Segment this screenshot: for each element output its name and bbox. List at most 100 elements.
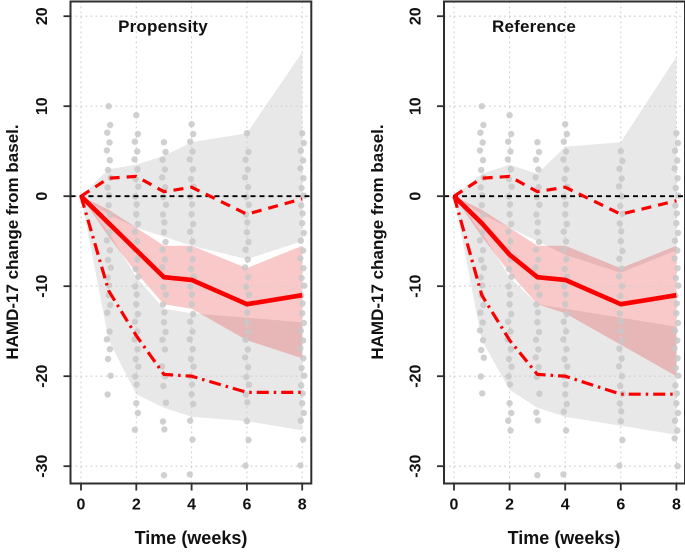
observation-dot [299,310,306,317]
observation-dot [508,220,515,228]
upper-gray-band [454,56,677,273]
observation-dot [506,112,513,119]
observation-dot [619,157,626,165]
observation-dot [244,274,252,281]
observation-dot [186,156,193,163]
observation-dot [297,165,304,172]
observation-dot [563,310,570,318]
observation-dot [104,355,112,363]
observation-dot [159,336,166,343]
observation-dot [106,229,113,236]
observation-dot [617,148,624,155]
observation-dot [160,382,167,390]
lower-limit-line [79,195,303,394]
observation-dot [534,229,541,236]
observation-dot [534,417,541,424]
observation-dot [618,228,625,235]
observation-dot [508,130,515,138]
observation-dot [135,273,142,280]
observation-dot [506,381,514,388]
observation-dot [190,400,197,408]
observation-dot [506,291,514,298]
observation-dot [618,283,626,290]
observation-dot [107,372,114,379]
observation-dot [132,265,139,273]
observation-dot [617,202,624,210]
observation-dot [158,264,166,271]
observation-dot [245,201,253,208]
observation-dot [562,148,570,155]
observation-dot [135,183,142,190]
panel-title-reference: Reference [491,17,576,36]
observation-dot [135,363,142,370]
observation-dot [671,147,679,154]
observation-dot [477,184,484,191]
observation-dot [480,354,487,361]
x-tick-label: 4 [561,497,570,514]
observation-dot [534,139,541,146]
observation-dot [617,238,624,245]
observation-dot [297,147,304,154]
observation-dot [161,166,169,173]
observation-dot [674,355,681,362]
observation-dot [615,363,623,370]
observation-dot [508,273,515,280]
observation-dot [476,327,484,334]
observation-dot [188,291,196,298]
observation-dot [300,229,307,237]
observation-dot [505,228,512,235]
observation-dot [563,130,570,138]
observation-dot [133,291,140,298]
observation-dot [299,220,306,227]
observation-dot [532,336,540,343]
observation-dot [241,264,249,271]
observation-dot [300,409,307,417]
observation-dot [616,345,623,352]
observation-dot [160,283,167,291]
observation-dot [187,318,194,325]
observation-dot [505,283,512,290]
observation-dot [106,328,113,335]
observation-dot [563,256,570,263]
observation-dot [131,426,139,433]
observation-dot [103,336,111,343]
observation-dot [560,246,567,253]
observation-dot [673,300,680,307]
observation-dot [298,382,305,389]
observation-dot [132,373,139,380]
observation-dot [673,130,680,137]
observation-dot [674,319,682,327]
y-tick-label: -20 [34,365,51,388]
observation-dot [674,427,681,434]
observation-dot [245,328,252,336]
observation-dot [617,292,624,300]
observation-dot [507,238,514,245]
observation-dot [187,138,194,145]
observation-dot [619,436,626,444]
observation-dot [562,201,569,208]
y-tick-label: -30 [34,455,51,478]
observation-dot [104,166,112,174]
x-axis-label-propensity: Time (weeks) [134,528,248,548]
observation-dot [104,274,111,281]
observation-dot [477,309,484,316]
observation-dot [479,337,487,344]
observation-dot [671,417,679,424]
observation-dot [134,409,142,417]
x-tick-label: 4 [187,497,196,514]
observation-dot [107,121,114,129]
observation-dot [674,139,682,147]
observation-dot [505,138,512,145]
observation-dot [131,228,139,235]
observation-dot [507,328,514,335]
observation-dot [674,463,681,470]
observation-dot [560,471,567,478]
observation-dot [245,436,252,444]
observation-dot [162,238,169,246]
observation-dot [133,400,140,407]
observation-dot [505,265,513,273]
observation-dot [160,319,168,326]
observation-dot [297,237,304,244]
observation-dot [535,148,543,156]
